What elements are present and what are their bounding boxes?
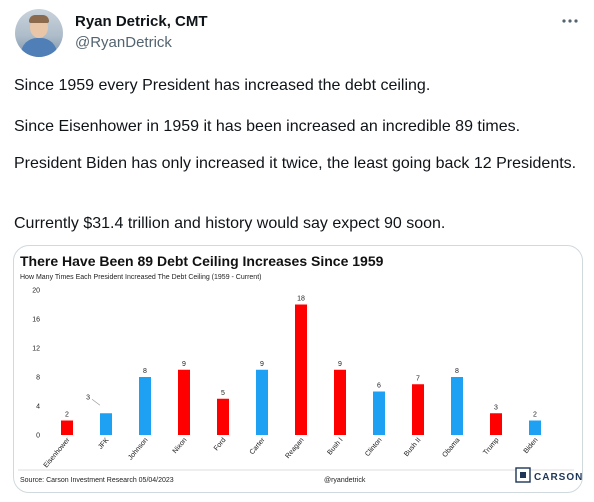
data-label: 18 bbox=[297, 296, 305, 303]
y-tick-label: 12 bbox=[32, 346, 40, 353]
tweet-paragraph: Currently $31.4 trillion and history wou… bbox=[14, 215, 446, 232]
more-dots-icon bbox=[562, 19, 578, 23]
data-label: 7 bbox=[416, 375, 420, 382]
avatar-shirt bbox=[21, 38, 57, 57]
label-leader-line bbox=[91, 398, 101, 406]
bar bbox=[529, 420, 541, 435]
chart-svg: There Have Been 89 Debt Ceiling Increase… bbox=[18, 253, 582, 484]
author-name[interactable]: Ryan Detrick, CMT bbox=[75, 13, 208, 30]
y-tick-label: 20 bbox=[32, 288, 40, 295]
more-icon[interactable] bbox=[560, 14, 580, 28]
y-tick-label: 8 bbox=[36, 375, 40, 382]
x-tick-label: Biden bbox=[523, 437, 540, 455]
tweet-paragraph: President Biden has only increased it tw… bbox=[14, 155, 577, 172]
x-tick-label: Bush II bbox=[403, 437, 422, 458]
x-tick-label: Bush I bbox=[326, 437, 344, 457]
data-label: 2 bbox=[65, 412, 69, 419]
x-tick-label: Nixon bbox=[172, 437, 189, 455]
brand-logo-text: CARSON bbox=[534, 472, 582, 483]
data-label: 6 bbox=[377, 383, 381, 390]
data-label: 2 bbox=[533, 412, 537, 419]
chart-plot: 0 4 8 12 16 20 2 Eisenhower 3 JFK 8 Johnson 9 Nixon 5 F… bbox=[32, 288, 541, 469]
x-tick-label: Clinton bbox=[364, 437, 383, 458]
bar bbox=[100, 413, 112, 435]
carson-logo-icon bbox=[515, 467, 531, 483]
y-tick-label: 4 bbox=[36, 404, 40, 411]
data-label: 8 bbox=[143, 368, 147, 375]
chart-media[interactable]: There Have Been 89 Debt Ceiling Increase… bbox=[13, 245, 583, 493]
chart-subtitle: How Many Times Each President Increased … bbox=[20, 274, 261, 281]
bar bbox=[490, 413, 502, 435]
bar bbox=[61, 420, 73, 435]
author-handle[interactable]: @RyanDetrick bbox=[75, 34, 172, 51]
x-tick-label: Eisenhower bbox=[43, 436, 72, 469]
tweet-paragraph: Since Eisenhower in 1959 it has been inc… bbox=[14, 118, 521, 135]
bar bbox=[373, 391, 385, 435]
x-tick-label: JFK bbox=[97, 437, 111, 451]
data-label: 9 bbox=[182, 361, 186, 368]
y-tick-label: 16 bbox=[32, 317, 40, 324]
bar bbox=[217, 398, 229, 435]
x-tick-label: Ford bbox=[213, 437, 228, 453]
avatar-hair bbox=[29, 15, 49, 23]
bar bbox=[412, 384, 424, 435]
chart-source: Source: Carson Investment Research 05/04… bbox=[20, 477, 174, 484]
chart-watermark: @ryandetrick bbox=[324, 477, 366, 484]
data-label: 3 bbox=[86, 394, 90, 401]
bar bbox=[256, 369, 268, 435]
x-tick-label: Carter bbox=[249, 436, 267, 456]
y-tick-label: 0 bbox=[36, 433, 40, 440]
chart-title: There Have Been 89 Debt Ceiling Increase… bbox=[20, 253, 384, 269]
x-tick-label: Johnson bbox=[127, 437, 149, 462]
bar bbox=[295, 304, 307, 435]
data-label: 9 bbox=[338, 361, 342, 368]
x-tick-label: Obama bbox=[441, 437, 461, 459]
bar bbox=[451, 377, 463, 435]
data-label: 3 bbox=[494, 404, 498, 411]
x-tick-label: Trump bbox=[482, 437, 500, 457]
x-tick-label: Reagan bbox=[284, 437, 305, 460]
data-label: 5 bbox=[221, 390, 225, 397]
data-label: 8 bbox=[455, 368, 459, 375]
avatar[interactable] bbox=[15, 9, 63, 57]
bar bbox=[139, 377, 151, 435]
data-label: 9 bbox=[260, 361, 264, 368]
bar bbox=[334, 369, 346, 435]
tweet-paragraph: Since 1959 every President has increased… bbox=[14, 77, 431, 94]
bar bbox=[178, 369, 190, 435]
